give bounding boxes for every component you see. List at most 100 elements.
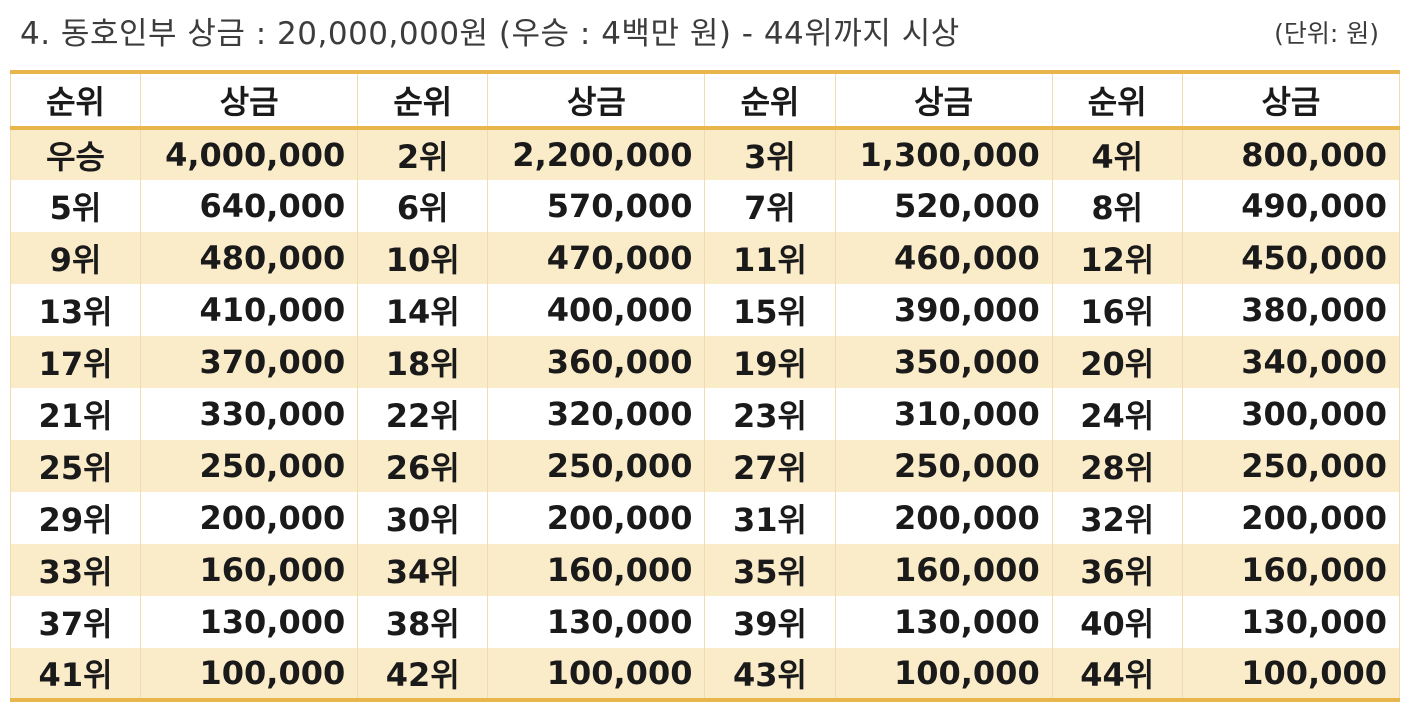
rank-cell: 34위 bbox=[357, 544, 489, 596]
rank-cell: 26위 bbox=[357, 440, 489, 492]
unit-label: (단위: 원) bbox=[1274, 19, 1379, 48]
prize-cell: 450,000 bbox=[1181, 232, 1401, 284]
prize-cell: 250,000 bbox=[487, 440, 706, 492]
rank-cell: 11위 bbox=[704, 232, 836, 284]
header-rank: 순위 bbox=[1051, 72, 1183, 128]
rank-cell: 31위 bbox=[704, 492, 836, 544]
table-row: 13위 410,000 14위 400,000 15위 390,000 16위 380,000 bbox=[9, 284, 1401, 336]
table-header: 순위 상금 순위 상금 순위 상금 순위 상금 bbox=[9, 72, 1401, 128]
prize-cell: 360,000 bbox=[487, 336, 706, 388]
rank-cell: 42위 bbox=[357, 648, 489, 700]
prize-cell: 480,000 bbox=[140, 232, 359, 284]
header-row: 순위 상금 순위 상금 순위 상금 순위 상금 bbox=[9, 72, 1401, 128]
rank-cell: 25위 bbox=[9, 440, 142, 492]
rank-cell: 17위 bbox=[9, 336, 142, 388]
rank-cell: 4위 bbox=[1051, 128, 1183, 180]
prize-cell: 160,000 bbox=[1181, 544, 1401, 596]
rank-cell: 5위 bbox=[9, 180, 142, 232]
header-prize: 상금 bbox=[140, 72, 359, 128]
rank-cell: 33위 bbox=[9, 544, 142, 596]
rank-cell: 6위 bbox=[357, 180, 489, 232]
prize-cell: 200,000 bbox=[487, 492, 706, 544]
prize-cell: 130,000 bbox=[487, 596, 706, 648]
prize-cell: 2,200,000 bbox=[487, 128, 706, 180]
rank-cell: 12위 bbox=[1051, 232, 1183, 284]
prize-cell: 160,000 bbox=[834, 544, 1053, 596]
prize-cell: 100,000 bbox=[834, 648, 1053, 700]
rank-cell: 15위 bbox=[704, 284, 836, 336]
prize-cell: 800,000 bbox=[1181, 128, 1401, 180]
prize-cell: 100,000 bbox=[1181, 648, 1401, 700]
table-row: 25위 250,000 26위 250,000 27위 250,000 28위 250,000 bbox=[9, 440, 1401, 492]
table-row: 17위 370,000 18위 360,000 19위 350,000 20위 340,000 bbox=[9, 336, 1401, 388]
header-rank: 순위 bbox=[704, 72, 836, 128]
rank-cell: 30위 bbox=[357, 492, 489, 544]
rank-cell: 29위 bbox=[9, 492, 142, 544]
prize-cell: 300,000 bbox=[1181, 388, 1401, 440]
prize-cell: 640,000 bbox=[140, 180, 359, 232]
rank-cell: 38위 bbox=[357, 596, 489, 648]
rank-cell: 18위 bbox=[357, 336, 489, 388]
prize-cell: 350,000 bbox=[834, 336, 1053, 388]
rank-cell: 37위 bbox=[9, 596, 142, 648]
rank-cell: 41위 bbox=[9, 648, 142, 700]
prize-cell: 410,000 bbox=[140, 284, 359, 336]
prize-cell: 520,000 bbox=[834, 180, 1053, 232]
rank-cell: 3위 bbox=[704, 128, 836, 180]
rank-cell: 19위 bbox=[704, 336, 836, 388]
table-row: 29위 200,000 30위 200,000 31위 200,000 32위 200,000 bbox=[9, 492, 1401, 544]
header-prize: 상금 bbox=[487, 72, 706, 128]
rank-cell: 2위 bbox=[357, 128, 489, 180]
prize-cell: 130,000 bbox=[1181, 596, 1401, 648]
rank-cell: 8위 bbox=[1051, 180, 1183, 232]
prize-cell: 200,000 bbox=[140, 492, 359, 544]
prize-cell: 130,000 bbox=[834, 596, 1053, 648]
prize-cell: 470,000 bbox=[487, 232, 706, 284]
rank-cell: 35위 bbox=[704, 544, 836, 596]
table-row: 우승 4,000,000 2위 2,200,000 3위 1,300,000 4위 800,0… bbox=[9, 128, 1401, 180]
prize-cell: 320,000 bbox=[487, 388, 706, 440]
rank-cell: 우승 bbox=[9, 128, 142, 180]
prize-cell: 570,000 bbox=[487, 180, 706, 232]
table-row: 37위 130,000 38위 130,000 39위 130,000 40위 130,000 bbox=[9, 596, 1401, 648]
prize-cell: 400,000 bbox=[487, 284, 706, 336]
rank-cell: 22위 bbox=[357, 388, 489, 440]
prize-cell: 160,000 bbox=[487, 544, 706, 596]
table-row: 21위 330,000 22위 320,000 23위 310,000 24위 300,000 bbox=[9, 388, 1401, 440]
header-rank: 순위 bbox=[9, 72, 142, 128]
prize-cell: 330,000 bbox=[140, 388, 359, 440]
rank-cell: 36위 bbox=[1051, 544, 1183, 596]
table-row: 41위 100,000 42위 100,000 43위 100,000 44위 100,000 bbox=[9, 648, 1401, 700]
rank-cell: 16위 bbox=[1051, 284, 1183, 336]
rank-cell: 32위 bbox=[1051, 492, 1183, 544]
prize-cell: 100,000 bbox=[140, 648, 359, 700]
rank-cell: 9위 bbox=[9, 232, 142, 284]
table-row: 9위 480,000 10위 470,000 11위 460,000 12위 450,000 bbox=[9, 232, 1401, 284]
rank-cell: 7위 bbox=[704, 180, 836, 232]
prize-cell: 250,000 bbox=[1181, 440, 1401, 492]
prize-cell: 490,000 bbox=[1181, 180, 1401, 232]
prize-cell: 4,000,000 bbox=[140, 128, 359, 180]
rank-cell: 14위 bbox=[357, 284, 489, 336]
table-row: 33위 160,000 34위 160,000 35위 160,000 36위 160,000 bbox=[9, 544, 1401, 596]
prize-cell: 370,000 bbox=[140, 336, 359, 388]
prize-cell: 250,000 bbox=[140, 440, 359, 492]
header-rank: 순위 bbox=[357, 72, 489, 128]
title-bar: 4. 동호인부 상금 : 20,000,000원 (우승 : 4백만 원) - … bbox=[0, 0, 1409, 60]
rank-cell: 27위 bbox=[704, 440, 836, 492]
prize-cell: 310,000 bbox=[834, 388, 1053, 440]
rank-cell: 20위 bbox=[1051, 336, 1183, 388]
prize-table: 순위 상금 순위 상금 순위 상금 순위 상금 우승 4,000,000 2위 2,2… bbox=[9, 70, 1401, 702]
prize-cell: 460,000 bbox=[834, 232, 1053, 284]
rank-cell: 43위 bbox=[704, 648, 836, 700]
rank-cell: 28위 bbox=[1051, 440, 1183, 492]
rank-cell: 13위 bbox=[9, 284, 142, 336]
rank-cell: 40위 bbox=[1051, 596, 1183, 648]
header-prize: 상금 bbox=[1181, 72, 1401, 128]
prize-cell: 380,000 bbox=[1181, 284, 1401, 336]
rank-cell: 44위 bbox=[1051, 648, 1183, 700]
rank-cell: 24위 bbox=[1051, 388, 1183, 440]
prize-cell: 200,000 bbox=[834, 492, 1053, 544]
table-body: 우승 4,000,000 2위 2,200,000 3위 1,300,000 4위 800,0… bbox=[9, 128, 1401, 700]
table-row: 5위 640,000 6위 570,000 7위 520,000 8위 490,000 bbox=[9, 180, 1401, 232]
